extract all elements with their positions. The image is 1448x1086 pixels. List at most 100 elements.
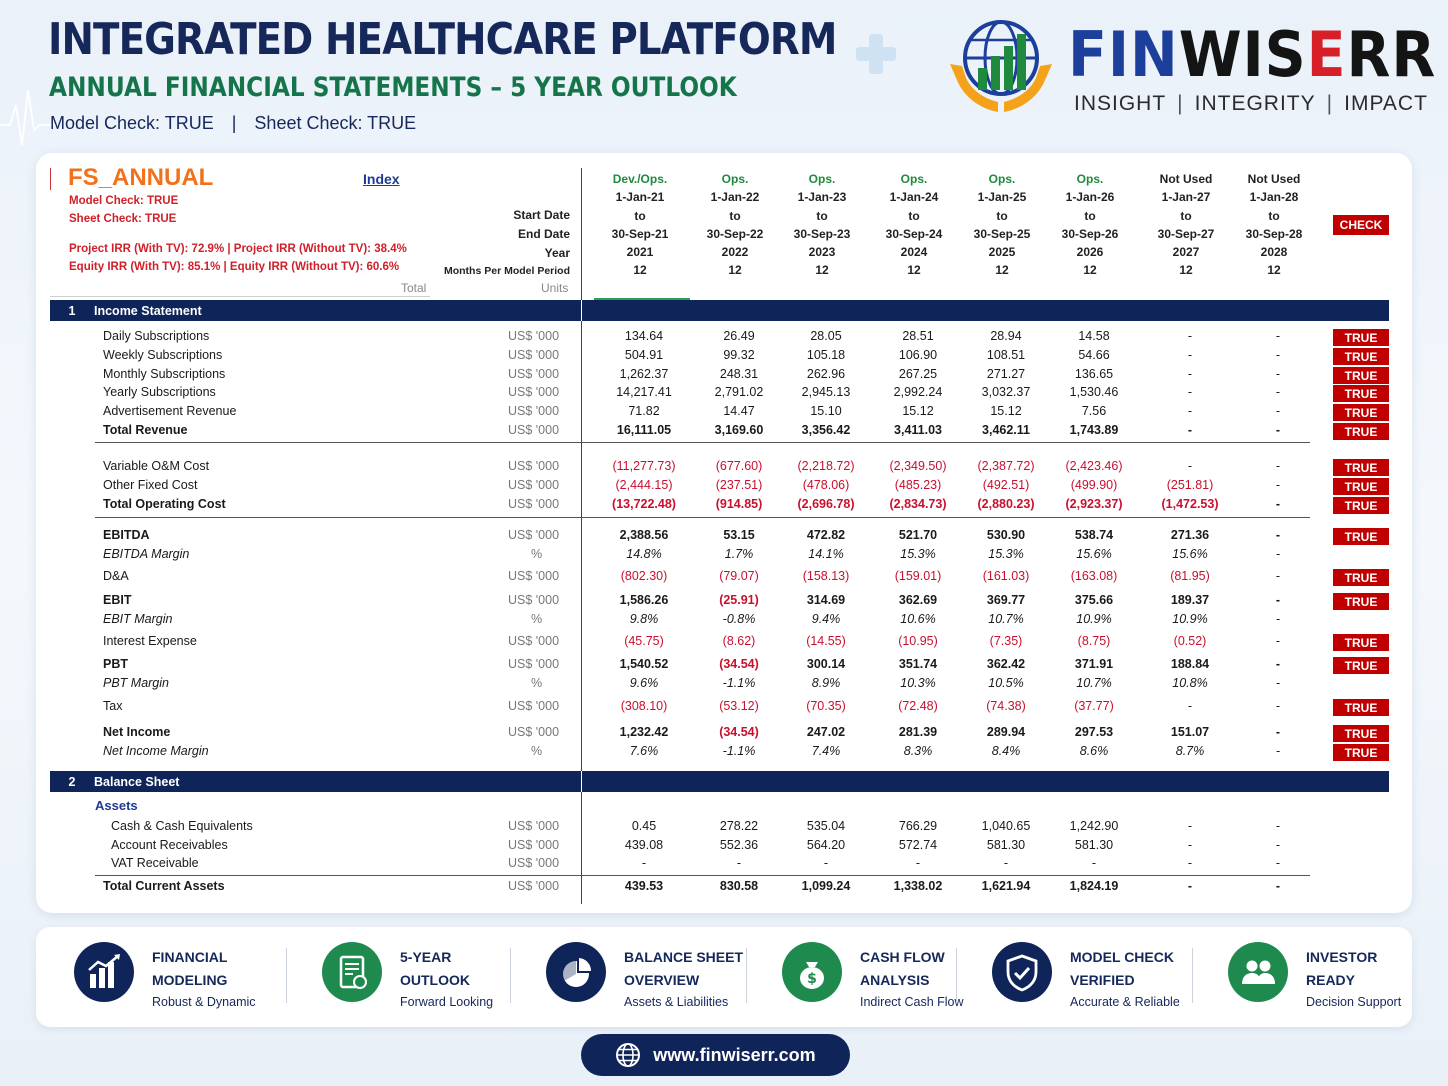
table-cell[interactable]: 297.53 (1074, 725, 1114, 739)
table-cell[interactable]: - (1275, 819, 1281, 833)
table-cell[interactable]: 8.9% (811, 676, 841, 690)
table-cell[interactable]: 108.51 (986, 348, 1026, 362)
table-cell[interactable]: 10.5% (988, 676, 1024, 690)
table-cell[interactable]: - (1187, 404, 1193, 418)
table-cell[interactable]: 9.6% (629, 676, 659, 690)
table-cell[interactable]: 10.8% (1172, 676, 1208, 690)
table-cell[interactable]: 1,824.19 (1069, 879, 1119, 893)
table-cell[interactable]: (2,923.37) (1065, 497, 1123, 511)
table-cell[interactable]: - (1275, 569, 1281, 583)
table-cell[interactable]: 1,540.52 (619, 657, 669, 671)
table-cell[interactable]: 134.64 (624, 329, 664, 343)
table-cell[interactable]: 14,217.41 (616, 385, 672, 399)
table-cell[interactable]: 3,032.37 (981, 385, 1031, 399)
table-cell[interactable]: 362.69 (898, 593, 938, 607)
table-cell[interactable]: (25.91) (719, 593, 759, 607)
table-cell[interactable]: - (1275, 657, 1281, 671)
table-cell[interactable]: - (823, 856, 829, 870)
table-cell[interactable]: - (1275, 367, 1281, 381)
table-cell[interactable]: (677.60) (715, 459, 763, 473)
table-cell[interactable]: - (1003, 856, 1009, 870)
table-cell[interactable]: (8.75) (1077, 634, 1111, 648)
table-cell[interactable]: 28.05 (810, 329, 842, 343)
table-cell[interactable]: 3,356.42 (801, 423, 851, 437)
table-cell[interactable]: 3,411.03 (894, 423, 942, 437)
table-cell[interactable]: 106.90 (898, 348, 938, 362)
table-cell[interactable]: - (1275, 404, 1281, 418)
table-cell[interactable]: - (1275, 744, 1281, 758)
table-cell[interactable]: 8.4% (991, 744, 1021, 758)
table-cell[interactable]: 278.22 (719, 819, 759, 833)
table-cell[interactable]: 7.4% (811, 744, 841, 758)
table-cell[interactable]: 271.36 (1170, 528, 1210, 542)
table-cell[interactable]: - (1275, 612, 1281, 626)
table-cell[interactable]: 351.74 (898, 657, 938, 671)
table-cell[interactable]: 289.94 (986, 725, 1026, 739)
table-cell[interactable]: 188.84 (1170, 657, 1210, 671)
table-cell[interactable]: 28.51 (902, 329, 934, 343)
table-cell[interactable]: 14.8% (626, 547, 662, 561)
table-cell[interactable]: 1,232.42 (619, 725, 669, 739)
table-cell[interactable]: - (1275, 634, 1281, 648)
table-cell[interactable]: - (1275, 856, 1281, 870)
table-cell[interactable]: - (1275, 329, 1281, 343)
table-cell[interactable]: (308.10) (620, 699, 668, 713)
table-cell[interactable]: 267.25 (898, 367, 938, 381)
table-cell[interactable]: - (1187, 856, 1193, 870)
table-cell[interactable]: 830.58 (719, 879, 759, 893)
table-cell[interactable]: 1,743.89 (1069, 423, 1119, 437)
table-cell[interactable]: 472.82 (806, 528, 846, 542)
table-cell[interactable]: 1,338.02 (893, 879, 943, 893)
table-cell[interactable]: 2,388.56 (619, 528, 669, 542)
table-cell[interactable]: 10.3% (900, 676, 936, 690)
table-cell[interactable]: - (641, 856, 647, 870)
table-cell[interactable]: - (1187, 329, 1193, 343)
table-cell[interactable]: (251.81) (1166, 478, 1214, 492)
table-cell[interactable]: - (1275, 459, 1281, 473)
table-cell[interactable]: 369.77 (986, 593, 1026, 607)
table-cell[interactable]: 766.29 (898, 819, 938, 833)
table-cell[interactable]: 7.56 (1081, 404, 1107, 418)
table-cell[interactable]: (13,722.48) (612, 497, 676, 511)
table-cell[interactable]: - (1187, 459, 1193, 473)
table-cell[interactable]: 54.66 (1078, 348, 1110, 362)
table-cell[interactable]: (492.51) (982, 478, 1030, 492)
table-cell[interactable]: - (1275, 385, 1281, 399)
table-cell[interactable]: (2,444.15) (615, 478, 673, 492)
table-cell[interactable]: (0.52) (1173, 634, 1207, 648)
table-cell[interactable]: 581.30 (986, 838, 1026, 852)
table-cell[interactable]: 1,586.26 (619, 593, 669, 607)
table-cell[interactable]: 362.42 (986, 657, 1026, 671)
table-cell[interactable]: (7.35) (989, 634, 1023, 648)
table-cell[interactable]: 530.90 (986, 528, 1026, 542)
table-cell[interactable]: - (1187, 423, 1193, 437)
table-cell[interactable]: 8.6% (1079, 744, 1109, 758)
table-cell[interactable]: 53.15 (723, 528, 755, 542)
table-cell[interactable]: 271.27 (986, 367, 1026, 381)
table-cell[interactable]: (45.75) (624, 634, 664, 648)
table-cell[interactable]: 1,040.65 (981, 819, 1031, 833)
table-cell[interactable]: (499.90) (1070, 478, 1118, 492)
table-cell[interactable]: 3,169.60 (714, 423, 764, 437)
table-cell[interactable]: 15.12 (902, 404, 934, 418)
table-cell[interactable]: 15.10 (810, 404, 842, 418)
table-cell[interactable]: (14.55) (806, 634, 846, 648)
table-cell[interactable]: 2,992.24 (893, 385, 943, 399)
website-link[interactable]: www.finwiserr.com (581, 1034, 850, 1076)
table-cell[interactable]: 71.82 (628, 404, 660, 418)
table-cell[interactable]: (34.54) (719, 657, 759, 671)
table-cell[interactable]: (79.07) (719, 569, 759, 583)
table-cell[interactable]: 10.7% (1076, 676, 1112, 690)
table-cell[interactable]: -0.8% (722, 612, 756, 626)
table-cell[interactable]: 538.74 (1074, 528, 1114, 542)
table-cell[interactable]: 1,621.94 (981, 879, 1031, 893)
table-cell[interactable]: 99.32 (723, 348, 755, 362)
table-cell[interactable]: (2,696.78) (797, 497, 855, 511)
table-cell[interactable]: (72.48) (898, 699, 938, 713)
table-cell[interactable]: - (1275, 423, 1281, 437)
table-cell[interactable]: 439.53 (624, 879, 664, 893)
table-cell[interactable]: 248.31 (719, 367, 759, 381)
table-cell[interactable]: 535.04 (806, 819, 846, 833)
table-cell[interactable]: (2,423.46) (1065, 459, 1123, 473)
table-cell[interactable]: (163.08) (1070, 569, 1118, 583)
